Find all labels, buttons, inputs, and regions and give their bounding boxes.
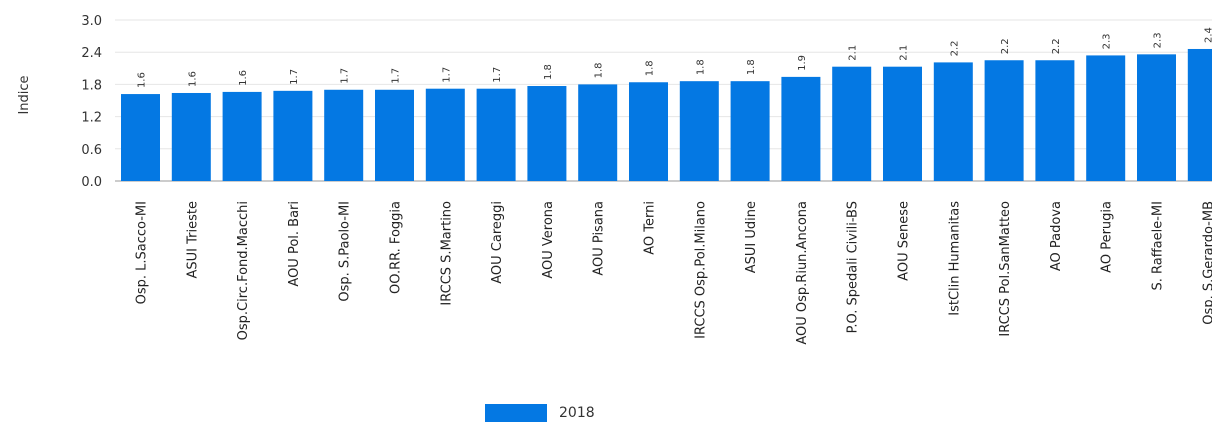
x-category-label: IRCCS Osp.Pol.Milano: [693, 201, 708, 339]
bar-value-label: 1.7: [340, 68, 351, 84]
legend-swatch: [485, 404, 547, 422]
y-tick-label: 1.2: [81, 111, 102, 126]
y-tick-label: 0.0: [81, 175, 102, 190]
bar: [781, 76, 821, 181]
x-category-label: ASUI Trieste: [185, 201, 200, 278]
bar-value-label: 2.3: [1153, 32, 1164, 48]
bar-value-label: 1.7: [289, 69, 300, 85]
bar-value-label: 2.1: [899, 45, 910, 61]
bar-value-label: 2.1: [848, 45, 859, 61]
x-category-label: AOU Pol. Bari: [287, 201, 302, 287]
bar-value-label: 1.6: [187, 71, 198, 87]
bar: [1035, 60, 1075, 181]
bar: [375, 89, 414, 181]
bar: [425, 88, 465, 181]
bar: [629, 82, 668, 181]
y-axis-ticks: 0.0 0.6 1.2 1.8 2.4 3.0: [81, 14, 102, 190]
bar-value-label: 1.8: [543, 64, 554, 80]
y-tick-label: 2.4: [81, 46, 102, 61]
bars: [121, 48, 1212, 182]
bar-value-label: 2.2: [949, 40, 960, 56]
bar: [222, 91, 262, 181]
x-category-label: AO Terni: [643, 201, 658, 255]
bar-value-label: 1.8: [746, 59, 757, 75]
x-category-label: S. Raffaele-MI: [1151, 201, 1166, 291]
bar: [273, 90, 313, 181]
bar-value-label: 1.7: [391, 68, 402, 84]
x-category-label: Osp. S.Paolo-MI: [338, 201, 353, 302]
bar-value-label: 1.8: [645, 60, 656, 76]
bar: [578, 84, 618, 181]
x-category-label: IRCCS Pol.SanMatteo: [998, 201, 1013, 337]
bar-value-label: 1.6: [137, 72, 148, 88]
bar-value-label: 2.2: [1000, 38, 1011, 54]
x-category-label: P.O. Spedali Civili-BS: [846, 201, 861, 333]
bar-value-label: 1.6: [238, 70, 249, 86]
bar: [527, 86, 567, 181]
bar: [832, 66, 872, 181]
bar: [476, 88, 516, 181]
bar-value-label: 1.7: [441, 67, 452, 83]
bar-value-label: 1.7: [492, 67, 503, 83]
x-category-label: ASUI Udine: [744, 201, 759, 273]
bar-value-label: 2.2: [1051, 38, 1062, 54]
bar: [324, 89, 364, 181]
x-category-label: AOU Senese: [897, 201, 912, 281]
legend: 2018: [485, 404, 595, 422]
bar: [984, 60, 1024, 181]
bar-value-label: 1.9: [797, 55, 808, 71]
x-category-label: AOU Osp.Riun.Ancona: [795, 201, 810, 345]
x-category-label: AOU Verona: [541, 201, 556, 279]
x-category-label: AO Padova: [1049, 201, 1064, 271]
legend-label-2018: 2018: [559, 405, 595, 421]
x-category-label: IRCCS S.Martino: [439, 201, 454, 306]
bar: [933, 62, 973, 181]
bar: [1137, 54, 1176, 182]
bar: [883, 66, 922, 181]
bar: [171, 92, 211, 181]
bar-value-label: 1.8: [695, 59, 706, 75]
x-category-label: AOU Pisana: [592, 201, 607, 276]
bar: [730, 81, 770, 181]
bar: [1086, 55, 1126, 181]
x-category-label: IstClin Humanitas: [947, 201, 962, 316]
bar: [1187, 48, 1212, 182]
x-category-label: AO Perugia: [1100, 201, 1115, 273]
x-category-label: AOU Careggi: [490, 201, 505, 284]
bar-value-label: 1.8: [594, 62, 605, 78]
y-tick-label: 0.6: [81, 143, 102, 158]
bar-value-label: 2.4: [1203, 27, 1212, 43]
bar: [121, 94, 160, 181]
x-axis-categories: Osp. L.Sacco-MI ASUI Trieste Osp.Circ.Fond…: [135, 201, 1212, 345]
x-category-label: Osp.Circ.Fond.Macchi: [236, 201, 251, 340]
bar-value-label: 2.3: [1102, 34, 1113, 50]
y-tick-label: 3.0: [81, 14, 102, 29]
data-labels: 1.6 1.6 1.6 1.7 1.7 1.7 1.7 1.7 1.8 1.8 1.8 1.8 1.8 1…: [137, 27, 1212, 88]
bar: [679, 81, 719, 181]
x-category-label: OO.RR. Foggia: [389, 201, 404, 294]
y-tick-label: 1.8: [81, 78, 102, 93]
y-axis-title: Indice: [17, 75, 32, 114]
x-category-label: Osp. L.Sacco-MI: [135, 201, 150, 304]
x-category-label: Osp. S.Gerardo-MB: [1201, 201, 1212, 325]
